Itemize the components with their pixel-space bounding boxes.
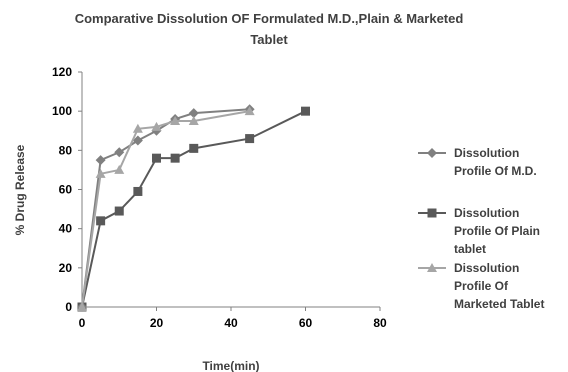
y-tick-label: 40 [59,222,73,236]
data-point [188,115,199,125]
x-tick-label: 40 [224,316,238,330]
y-tick-label: 120 [52,65,72,79]
chart-title-line-2: Tablet [250,32,288,47]
legend-item: Dissolution Profile Of Plain tablet [418,206,540,256]
y-axis-label: % Drug Release [13,144,27,235]
legend-label: Dissolution [454,146,519,160]
data-point [132,135,143,146]
y-tick-label: 100 [52,104,72,118]
data-point [96,216,106,226]
data-point [170,153,180,163]
legend-label: Dissolution [454,261,519,275]
data-point [95,155,106,166]
x-axis-ticks: 0 20 40 60 80 [79,307,387,330]
data-point [152,153,161,163]
data-point [151,121,162,131]
legend-label: Profile Of M.D. [454,164,537,178]
plot-area [77,104,310,312]
legend-marker [427,263,437,272]
y-tick-label: 80 [59,143,73,157]
data-point [170,115,181,125]
series-line [81,108,250,308]
y-tick-label: 60 [59,183,73,197]
legend-marker [427,208,437,218]
series-square [77,106,310,312]
legend-item: Dissolution Profile Of M.D. [418,146,537,178]
legend-marker [427,148,437,158]
data-point [114,206,124,216]
legend-label: Profile Of Plain [454,224,540,238]
data-point [244,106,255,116]
y-tick-label: 0 [65,300,72,314]
legend-label: Marketed Tablet [454,297,544,311]
data-point [301,106,310,116]
data-point [245,134,255,144]
legend-label: Profile Of [454,279,509,293]
data-point [132,123,143,133]
legend: Dissolution Profile Of M.D. Dissolution Pro… [418,146,544,311]
x-axis-label: Time(min) [202,359,259,372]
x-tick-label: 80 [373,316,387,330]
data-point [114,147,125,158]
y-axis-ticks: 0 20 40 60 80 100 120 [52,65,82,314]
chart-title-line-1: Comparative Dissolution OF Formulated M.… [75,11,464,26]
series-line [81,110,250,308]
x-tick-label: 60 [299,316,313,330]
data-point [189,143,199,153]
data-point [77,302,87,311]
series-diamond [77,104,255,312]
x-tick-label: 20 [150,316,164,330]
x-tick-label: 0 [79,316,86,330]
legend-item: Dissolution Profile Of Marketed Tablet [418,261,544,311]
data-point [95,168,106,178]
y-tick-label: 20 [59,261,73,275]
series-triangle [77,106,255,311]
data-point [188,108,199,119]
data-point [114,164,125,174]
legend-label: tablet [454,242,486,256]
data-point [133,186,143,196]
legend-label: Dissolution [454,206,519,220]
